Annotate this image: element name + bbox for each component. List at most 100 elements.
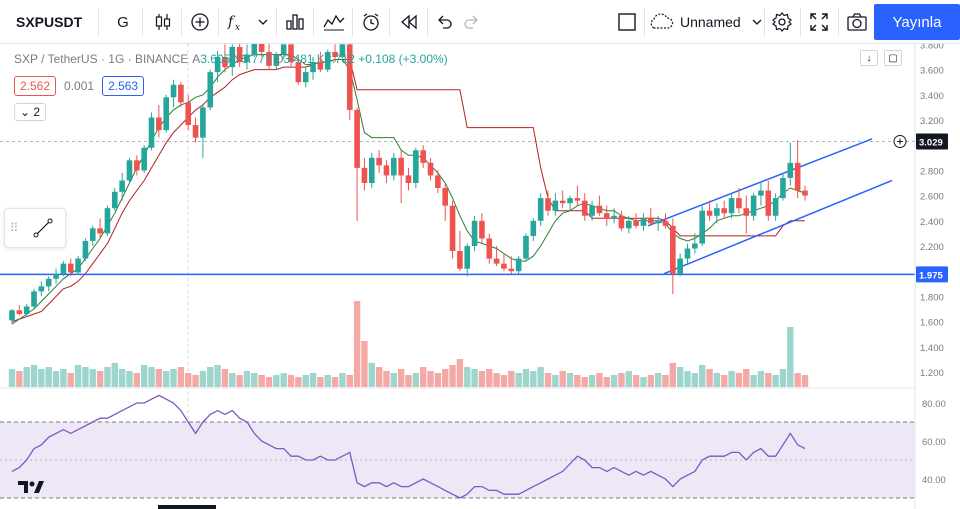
chart-canvas[interactable]: 3.800 3.600 3.400 3.200 2.800 2.600 2.400 2.200… [0, 44, 960, 509]
collapse-indicators-button[interactable]: ⌄ 2 [14, 103, 47, 121]
settings-button[interactable] [766, 0, 798, 44]
toolbar-divider [218, 8, 219, 36]
price-tick-label: 3.800 [920, 44, 944, 51]
candle-body [640, 218, 647, 226]
candle-body [126, 160, 133, 181]
toolbar-divider [389, 8, 390, 36]
candle-body [16, 310, 23, 315]
volume-bar [140, 365, 148, 387]
candle-body [31, 291, 37, 307]
volume-bar [148, 367, 155, 387]
volume-bar [155, 369, 163, 387]
open-label: A [192, 52, 201, 66]
volume-bar [30, 365, 38, 387]
compare-button[interactable] [280, 0, 310, 44]
layout-select-button[interactable] [612, 0, 642, 44]
candle-body [728, 198, 735, 214]
candle-body [97, 228, 103, 234]
dropdown-chevron-icon [752, 19, 762, 25]
fullscreen-icon [810, 13, 828, 31]
interval-button[interactable]: G [105, 0, 141, 44]
candle-body [229, 46, 236, 68]
volume-bar [750, 375, 757, 387]
volume-bar [743, 369, 750, 387]
toolbar-divider [352, 8, 353, 36]
candle-body [178, 84, 184, 103]
layout-name-label: Unnamed [680, 14, 741, 30]
svg-text:x: x [235, 23, 240, 33]
toolbar-divider [276, 8, 277, 36]
buy-price-button[interactable]: 2.563 [102, 76, 145, 96]
volume-bar [368, 363, 375, 387]
drag-handle-icon[interactable]: ⠿ [9, 221, 19, 235]
volume-bar [60, 369, 67, 387]
templates-button[interactable] [318, 0, 350, 44]
replay-button[interactable] [394, 0, 424, 44]
candle-body [192, 125, 199, 138]
candle-body [603, 213, 610, 219]
layout-menu-button[interactable] [748, 0, 766, 44]
candle-body [611, 215, 617, 219]
volume-bar [104, 367, 111, 387]
volume-bar [500, 375, 508, 387]
sell-price-button[interactable]: 2.562 [14, 76, 57, 96]
volume-bar [486, 369, 493, 387]
candle-body [398, 157, 404, 176]
candle-body [38, 286, 45, 292]
price-tick-label: 2.600 [920, 192, 944, 203]
low-value: 3.481 [283, 52, 314, 66]
price-tick-label: 2.200 [920, 242, 944, 253]
cloud-icon [650, 13, 674, 29]
maximize-pane-button[interactable]: ▢ [884, 50, 902, 66]
volume-bar [456, 359, 464, 387]
candle-body [721, 208, 728, 214]
price-tick-label: 3.600 [920, 66, 944, 77]
volume-bar [177, 367, 185, 387]
publish-button[interactable]: Yayınla [874, 4, 960, 40]
low-label: D [274, 52, 284, 66]
fullscreen-button[interactable] [803, 0, 835, 44]
symbol-search-button[interactable]: SXPUSDT [8, 0, 98, 44]
candle-body [706, 210, 713, 216]
trendline-tool-button[interactable] [23, 209, 63, 247]
volume-bar [229, 373, 236, 387]
candle-body [104, 208, 111, 234]
volume-bar [133, 373, 141, 387]
candle-body [23, 306, 30, 315]
undo-icon [438, 15, 452, 29]
volume-bar [552, 375, 559, 387]
rsi-line [11, 394, 806, 499]
volume-bar [192, 375, 199, 387]
candle-body [368, 157, 375, 183]
save-layout-button[interactable]: Unnamed [648, 0, 760, 44]
add-symbol-button[interactable] [185, 0, 215, 44]
tradingview-logo-icon[interactable] [16, 478, 46, 496]
candle-body [214, 57, 221, 73]
templates-icon [323, 14, 345, 31]
volume-bar [199, 371, 207, 387]
volume-bar [221, 369, 229, 387]
scroll-down-button[interactable]: ↓ [860, 50, 878, 66]
redo-button[interactable] [459, 0, 485, 44]
candle-body [677, 258, 683, 274]
chart-type-button[interactable] [148, 0, 178, 44]
undo-button[interactable] [431, 0, 457, 44]
snapshot-button[interactable] [841, 0, 873, 44]
volume-bar [464, 367, 471, 387]
candle-body [486, 238, 493, 259]
floating-drawing-toolbar[interactable]: ⠿ [4, 208, 66, 248]
chart-container[interactable]: 3.800 3.600 3.400 3.200 2.800 2.600 2.400 2.200… [0, 44, 960, 509]
volume-bar [765, 373, 772, 387]
volume-bar [111, 363, 118, 387]
add-indicator-icon [191, 13, 209, 31]
alert-button[interactable] [356, 0, 386, 44]
volume-bar [721, 375, 728, 387]
candle-body [67, 263, 74, 273]
indicators-dropdown-button[interactable] [252, 0, 274, 44]
pane-resize-handle[interactable] [158, 505, 216, 509]
volume-bar [162, 371, 170, 387]
alert-clock-icon [363, 13, 379, 31]
volume-bar [713, 373, 721, 387]
